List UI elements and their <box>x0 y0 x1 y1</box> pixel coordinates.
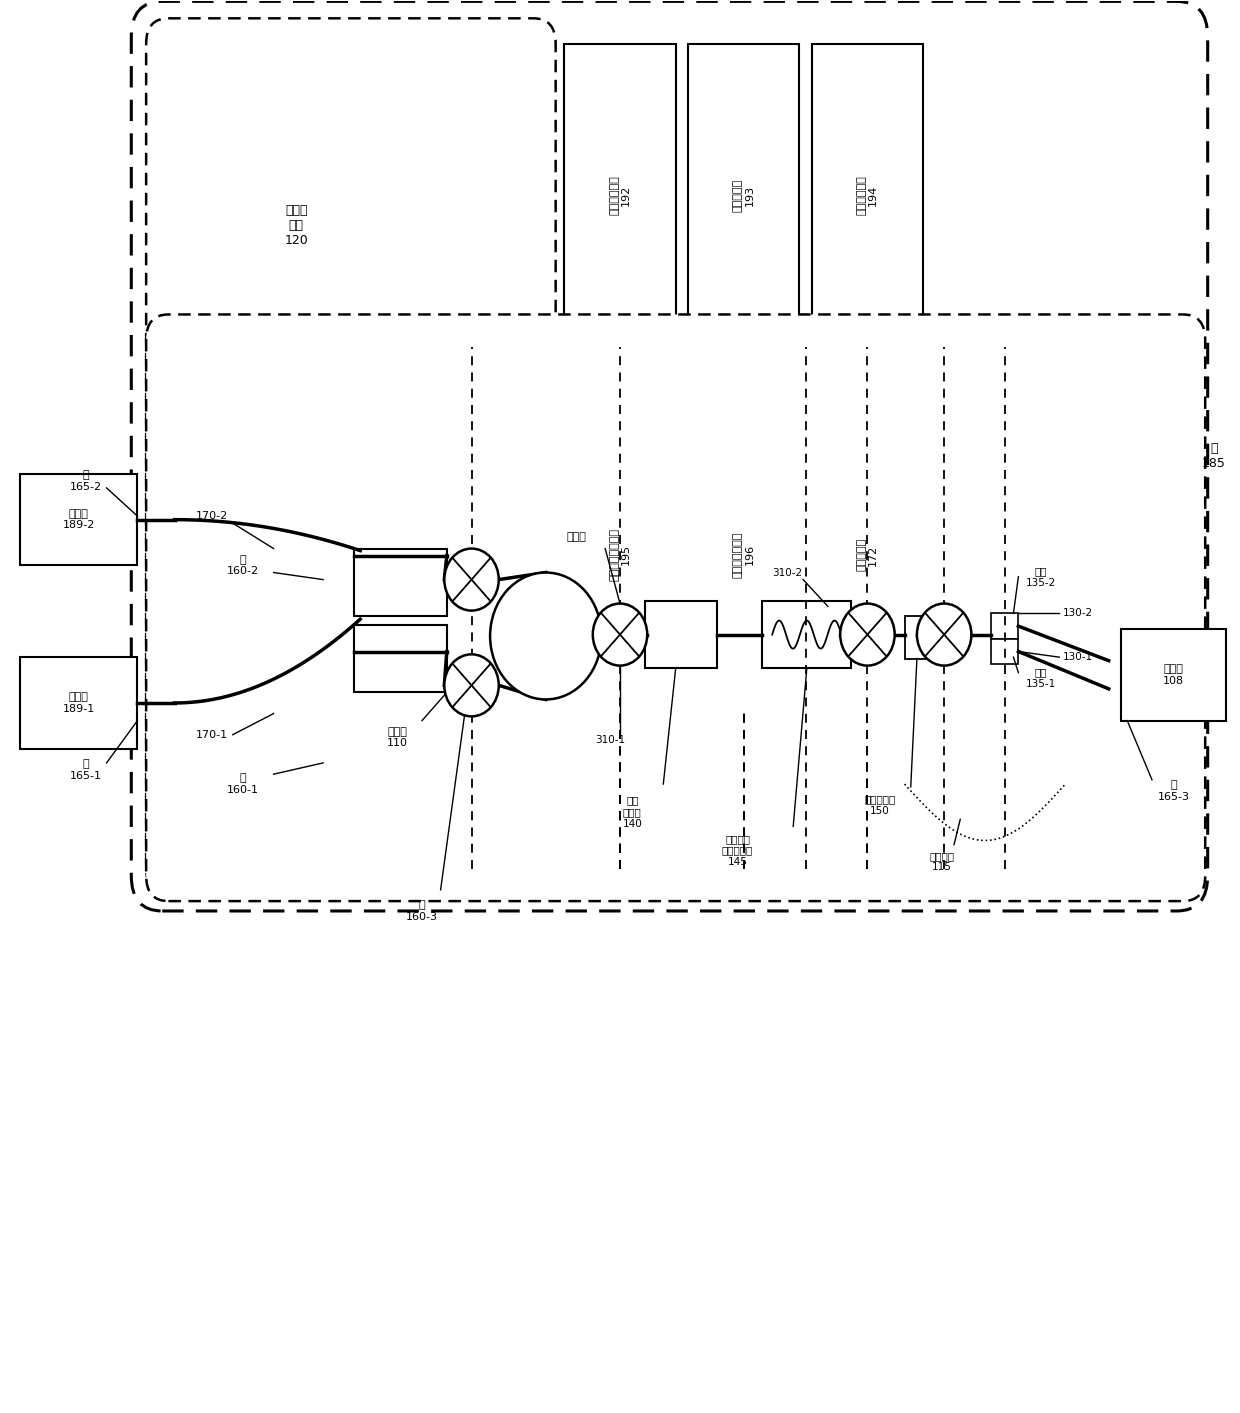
Text: 启动阀: 启动阀 <box>567 533 587 543</box>
Circle shape <box>841 603 895 666</box>
FancyBboxPatch shape <box>645 601 717 668</box>
FancyBboxPatch shape <box>1121 629 1226 721</box>
FancyBboxPatch shape <box>20 473 138 565</box>
Text: 流体源
189-2: 流体源 189-2 <box>62 509 95 530</box>
Text: 130-2: 130-2 <box>1063 609 1092 619</box>
FancyBboxPatch shape <box>812 403 923 706</box>
FancyBboxPatch shape <box>991 613 1018 639</box>
Text: 压力传感器
150: 压力传感器 150 <box>864 794 895 817</box>
Text: 流体泵
110: 流体泵 110 <box>387 726 408 749</box>
Text: 130-1: 130-1 <box>1063 653 1092 663</box>
FancyBboxPatch shape <box>812 44 923 348</box>
FancyBboxPatch shape <box>146 18 556 894</box>
FancyBboxPatch shape <box>131 1 1208 911</box>
Text: 泵控制
单元
120: 泵控制 单元 120 <box>284 203 308 247</box>
Circle shape <box>444 654 498 716</box>
FancyBboxPatch shape <box>353 625 446 692</box>
Text: 阀致动器资源
192: 阀致动器资源 192 <box>609 175 631 215</box>
Text: 管
165-3: 管 165-3 <box>1158 780 1190 803</box>
Circle shape <box>593 603 647 666</box>
FancyBboxPatch shape <box>904 616 931 658</box>
FancyBboxPatch shape <box>763 601 852 668</box>
FancyBboxPatch shape <box>688 44 800 348</box>
Text: 开口
135-1: 开口 135-1 <box>1025 667 1055 690</box>
Circle shape <box>916 603 971 666</box>
Circle shape <box>444 548 498 610</box>
Text: 开口
135-2: 开口 135-2 <box>1025 567 1055 588</box>
Text: 310-1: 310-1 <box>595 735 625 745</box>
FancyBboxPatch shape <box>991 639 1018 664</box>
Circle shape <box>490 572 601 699</box>
FancyBboxPatch shape <box>564 44 676 348</box>
Text: 170-2: 170-2 <box>196 512 228 521</box>
Text: 管
165-1: 管 165-1 <box>69 759 102 781</box>
FancyBboxPatch shape <box>688 403 800 706</box>
Text: 310-2: 310-2 <box>773 568 802 578</box>
Text: 流体路径
115: 流体路径 115 <box>929 851 954 872</box>
Text: 阀
160-3: 阀 160-3 <box>405 900 438 921</box>
FancyBboxPatch shape <box>564 403 676 706</box>
Text: 接受者
108: 接受者 108 <box>1163 664 1184 685</box>
FancyBboxPatch shape <box>146 315 1205 901</box>
Text: 流体流动
流阻器组件
145: 流体流动 流阻器组件 145 <box>722 834 753 868</box>
Text: 泵室致动器
193: 泵室致动器 193 <box>733 178 754 212</box>
Text: 170-1: 170-1 <box>196 729 228 739</box>
Text: 阀致动器资源
194: 阀致动器资源 194 <box>857 175 878 215</box>
Text: 压力传感器电路
196: 压力传感器电路 196 <box>733 531 754 578</box>
Text: 棆测器电路
172: 棆测器电路 172 <box>857 538 878 571</box>
Text: 流体源
189-1: 流体源 189-1 <box>62 692 94 714</box>
Text: 管
165-2: 管 165-2 <box>69 471 102 492</box>
Text: 阀
160-1: 阀 160-1 <box>227 773 259 796</box>
Text: 阀
185: 阀 185 <box>1202 442 1226 471</box>
Text: 阀
160-2: 阀 160-2 <box>227 555 259 577</box>
FancyBboxPatch shape <box>20 657 138 749</box>
Text: 流体流阻器驱动器
195: 流体流阻器驱动器 195 <box>609 528 631 581</box>
Text: 除气
过滤器
140: 除气 过滤器 140 <box>622 796 642 829</box>
FancyBboxPatch shape <box>353 548 446 616</box>
